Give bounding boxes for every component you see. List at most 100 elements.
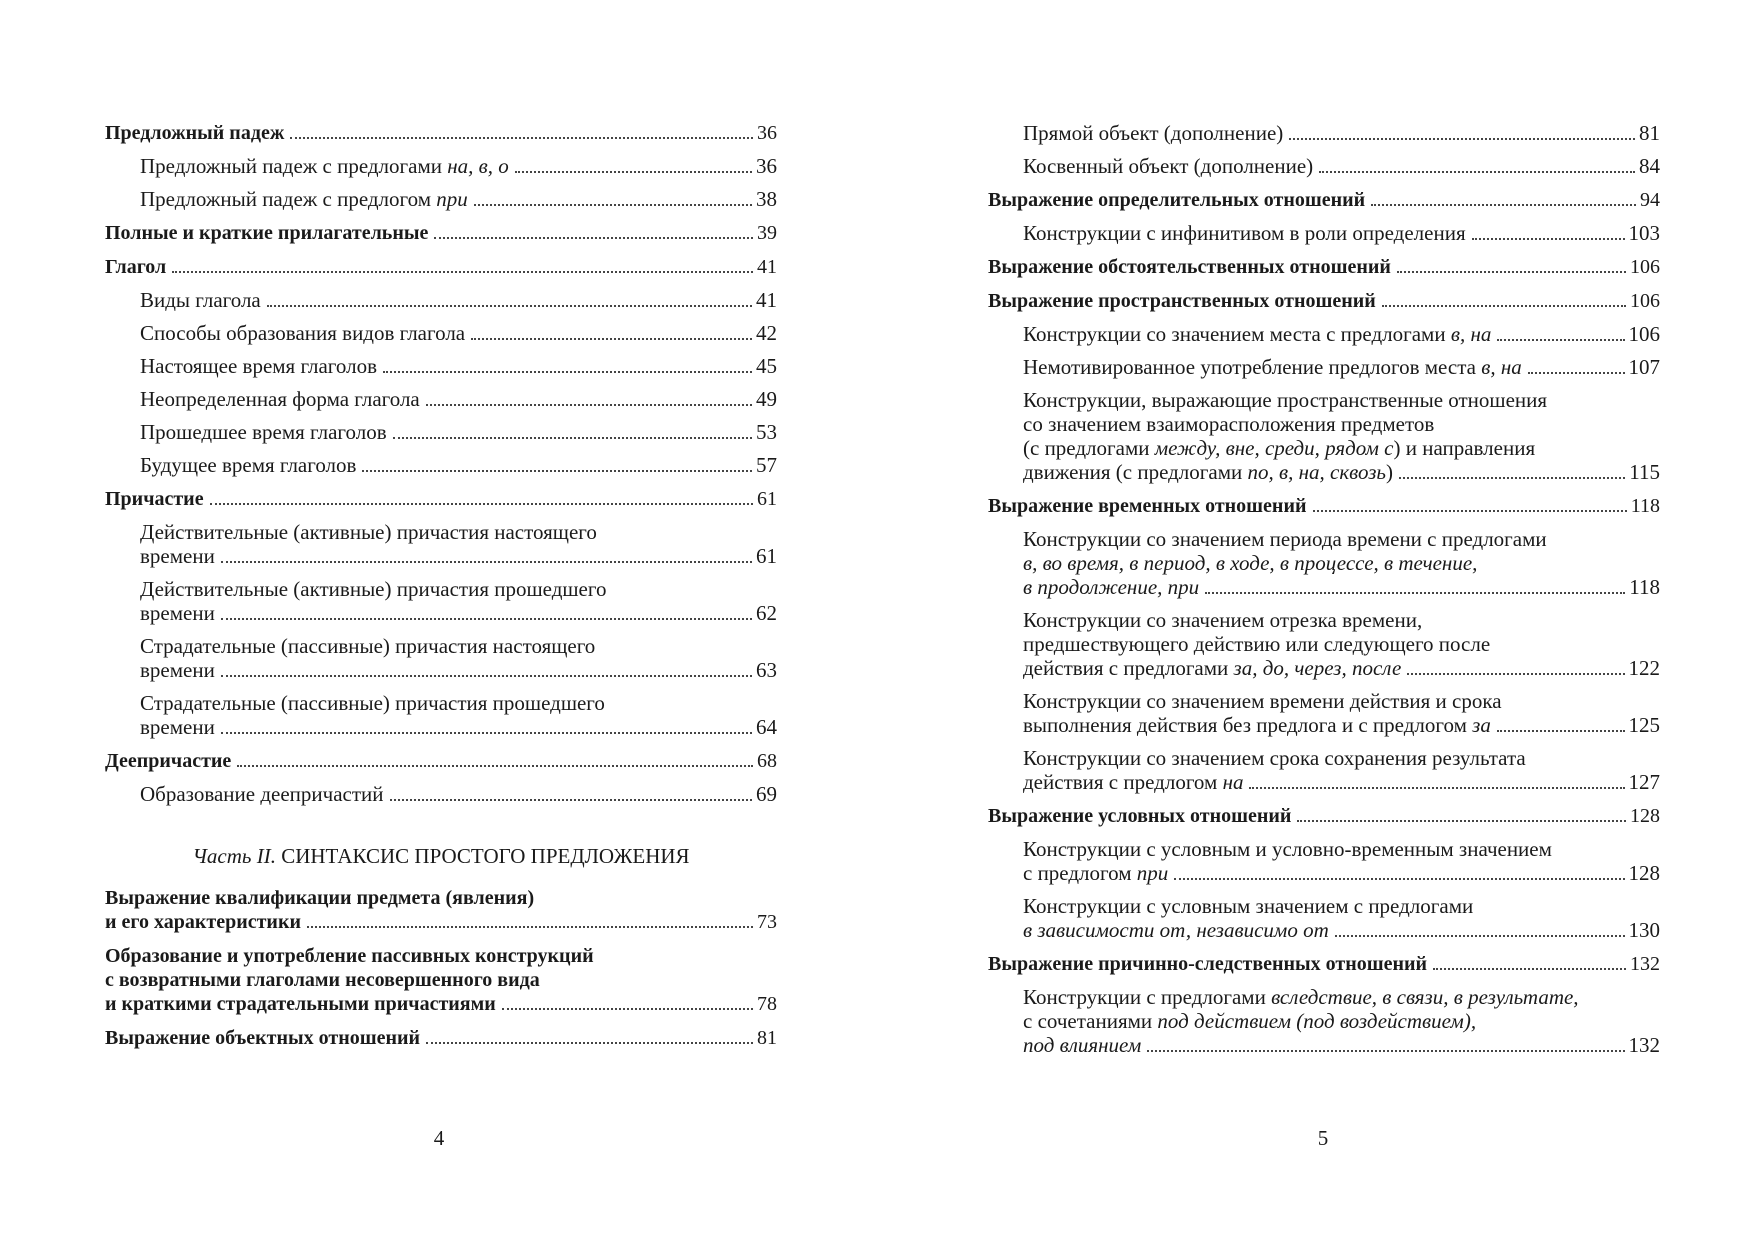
text-run: Выражение причинно-следственных отношени… bbox=[988, 953, 1428, 975]
page-ref: 118 bbox=[1630, 495, 1660, 517]
entry-title: Предложный падеж bbox=[105, 121, 284, 145]
text-run: при bbox=[1136, 861, 1169, 885]
entry-title: в зависимости от, независимо от bbox=[1023, 918, 1329, 942]
dot-leader bbox=[392, 437, 752, 439]
entry-title: Будущее время глаголов bbox=[140, 453, 356, 477]
dot-leader bbox=[425, 404, 752, 406]
entry-line: Выражение пространственных отношений 106 bbox=[988, 289, 1660, 313]
entry-title: выполнения действия без предлога и с пре… bbox=[1023, 713, 1491, 737]
entry-line: Образование и употребление пассивных кон… bbox=[105, 944, 777, 968]
page-ref: 42 bbox=[756, 321, 777, 345]
entry-title: движения (с предлогами по, в, на, сквозь… bbox=[1023, 460, 1393, 484]
toc-entry: Конструкции со значением отрезка времени… bbox=[988, 608, 1660, 680]
text-run: Страдательные (пассивные) причастия наст… bbox=[140, 634, 596, 658]
entry-line: Страдательные (пассивные) причастия наст… bbox=[140, 634, 777, 658]
text-run: ) bbox=[1386, 460, 1393, 484]
dot-leader bbox=[1205, 592, 1626, 594]
entry-line: с предлогом при 128 bbox=[1023, 861, 1660, 885]
toc-entry: Образование деепричастий 69 bbox=[105, 782, 777, 806]
text-run: Выражение временных отношений bbox=[988, 495, 1307, 517]
entry-line: Немотивированное употребление предлогов … bbox=[1023, 355, 1660, 379]
toc-group: Предложный падеж 36 Предложный падеж с пре… bbox=[105, 121, 777, 211]
toc-entry: Конструкции, выражающие пространственные… bbox=[988, 388, 1660, 484]
page-ref: 81 bbox=[757, 1027, 777, 1049]
text-run: в, на bbox=[1450, 322, 1492, 346]
entry-title: Прямой объект (дополнение) bbox=[1023, 121, 1283, 145]
entry-line: выполнения действия без предлога и с пре… bbox=[1023, 713, 1660, 737]
entry-line: Действительные (активные) причастия прош… bbox=[140, 577, 777, 601]
entry-title: Деепричастие bbox=[105, 749, 231, 773]
toc-group: Выражение условных отношений 128 Конструкц… bbox=[988, 804, 1660, 942]
text-run: под действием (под воздействием), bbox=[1157, 1009, 1477, 1033]
toc-entry: Способы образования видов глагола 42 bbox=[105, 321, 777, 345]
entry-line: времени 61 bbox=[140, 544, 777, 568]
page-ref: 36 bbox=[756, 154, 777, 178]
entry-line: Предложный падеж с предлогом при 38 bbox=[140, 187, 777, 211]
entry-title: Выражение временных отношений bbox=[988, 494, 1307, 518]
dot-leader bbox=[220, 618, 752, 620]
page-ref: 106 bbox=[1630, 256, 1660, 278]
entry-title: времени bbox=[140, 544, 215, 568]
dot-leader bbox=[1334, 935, 1625, 937]
entry-title: и его характеристики bbox=[105, 910, 301, 934]
entry-line: Предложный падеж с предлогами на, в, о 36 bbox=[140, 154, 777, 178]
dot-leader bbox=[1471, 238, 1625, 240]
entry-title: Конструкции со значением отрезка времени… bbox=[1023, 608, 1422, 632]
text-run: Часть II. bbox=[192, 844, 276, 868]
entry-line: Неопределенная форма глагола 49 bbox=[140, 387, 777, 411]
toc-entry: Деепричастие 68 bbox=[105, 749, 777, 773]
toc-group: Причастие 61 Действительные (активные) при… bbox=[105, 487, 777, 739]
page-ref: 49 bbox=[756, 387, 777, 411]
entry-line: (с предлогами между, вне, среди, рядом с… bbox=[1023, 436, 1660, 460]
page-ref: 57 bbox=[756, 453, 777, 477]
page-ref: 127 bbox=[1628, 770, 1661, 794]
page-ref: 118 bbox=[1629, 575, 1660, 599]
entry-line: Конструкции с условным значением с предл… bbox=[1023, 894, 1660, 918]
dot-leader bbox=[1407, 673, 1625, 675]
entry-line: Способы образования видов глагола 42 bbox=[140, 321, 777, 345]
entry-title: Образование и употребление пассивных кон… bbox=[105, 945, 594, 967]
page-ref: 39 bbox=[757, 222, 777, 244]
text-run: Образование и употребление пассивных кон… bbox=[105, 945, 594, 967]
entry-title: Конструкции с предлогами вследствие, в с… bbox=[1023, 985, 1579, 1009]
toc-entry: Неопределенная форма глагола 49 bbox=[105, 387, 777, 411]
entry-line: Настоящее время глаголов 45 bbox=[140, 354, 777, 378]
text-run: предшествующего действию или следующего … bbox=[1023, 632, 1491, 656]
text-run: Деепричастие bbox=[105, 750, 232, 772]
text-run: Будущее время глаголов bbox=[140, 453, 357, 477]
dot-leader bbox=[1174, 878, 1625, 880]
entry-line: Конструкции со значением отрезка времени… bbox=[1023, 608, 1660, 632]
text-run: Конструкции с условным и условно-временн… bbox=[1023, 837, 1552, 861]
page-ref: 73 bbox=[757, 911, 777, 933]
page-ref: 128 bbox=[1630, 805, 1660, 827]
toc-entry: Предложный падеж с предлогом при 38 bbox=[105, 187, 777, 211]
text-run: вследствие, в связи, в результате, bbox=[1271, 985, 1579, 1009]
dot-leader bbox=[1297, 820, 1626, 822]
page-ref: 68 bbox=[757, 750, 777, 772]
text-run: Виды глагола bbox=[140, 288, 261, 312]
toc-entry: Выражение определительных отношений 94 bbox=[988, 188, 1660, 212]
text-run: Полные и краткие прилагательные bbox=[105, 222, 429, 244]
text-run: Косвенный объект (дополнение) bbox=[1023, 154, 1314, 178]
entry-title: Немотивированное употребление предлогов … bbox=[1023, 355, 1522, 379]
entry-line: Выражение объектных отношений 81 bbox=[105, 1026, 777, 1050]
entry-title: Выражение обстоятельственных отношений bbox=[988, 255, 1391, 279]
text-run: Выражение квалификации предмета (явления… bbox=[105, 887, 535, 909]
dot-leader bbox=[389, 799, 752, 801]
toc-entry: Выражение квалификации предмета (явления… bbox=[105, 886, 777, 934]
page-ref: 132 bbox=[1628, 1033, 1661, 1057]
text-run: Способы образования видов глагола bbox=[140, 321, 466, 345]
toc-group: Выражение временных отношений 118 Конструк… bbox=[988, 494, 1660, 794]
entry-title: Выражение причинно-следственных отношени… bbox=[988, 952, 1427, 976]
page-ref: 81 bbox=[1639, 121, 1660, 145]
entry-title: Конструкции со значением периода времени… bbox=[1023, 527, 1547, 551]
dot-leader bbox=[220, 675, 752, 677]
text-run: Конструкции со значением периода времени… bbox=[1023, 527, 1547, 551]
entry-title: Выражение определительных отношений bbox=[988, 188, 1365, 212]
entry-line: с сочетаниями под действием (под воздейс… bbox=[1023, 1009, 1660, 1033]
text-run: времени bbox=[140, 601, 215, 625]
entry-line: и его характеристики 73 bbox=[105, 910, 777, 934]
text-run: (с предлогами bbox=[1023, 436, 1155, 460]
dot-leader bbox=[1527, 372, 1625, 374]
toc-entry: Полные и краткие прилагательные 39 bbox=[105, 221, 777, 245]
